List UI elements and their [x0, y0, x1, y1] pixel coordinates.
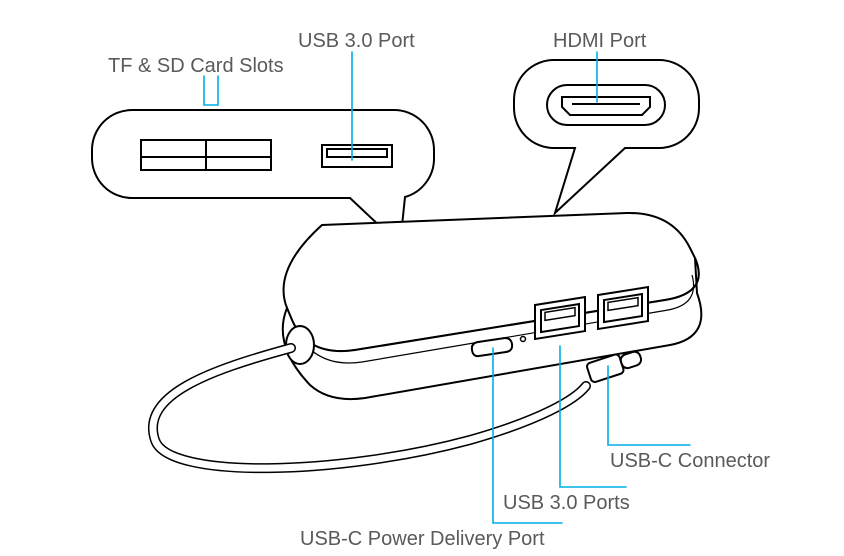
label-usbc-pd: USB-C Power Delivery Port: [300, 528, 545, 551]
label-hdmi: HDMI Port: [553, 30, 646, 53]
hub-body: [283, 213, 702, 399]
label-tf-sd: TF & SD Card Slots: [108, 55, 284, 78]
label-usbc-conn: USB-C Connector: [610, 450, 770, 473]
label-usb30-top: USB 3.0 Port: [298, 30, 415, 53]
label-usb30-bottom: USB 3.0 Ports: [503, 492, 630, 515]
usb-a-front-1-icon: [535, 297, 585, 339]
usb-a-front-2-icon: [598, 287, 648, 329]
callout-right: [514, 60, 699, 213]
